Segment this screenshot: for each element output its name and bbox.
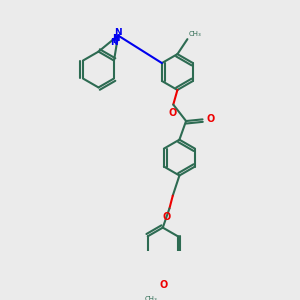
Text: N: N (110, 38, 117, 47)
Text: O: O (163, 212, 171, 222)
Text: CH₃: CH₃ (189, 32, 202, 38)
Text: O: O (207, 114, 215, 124)
Text: N: N (114, 28, 122, 37)
Text: O: O (168, 108, 177, 118)
Text: CH₃: CH₃ (144, 296, 157, 300)
Text: O: O (160, 280, 168, 290)
Text: N: N (112, 34, 120, 43)
